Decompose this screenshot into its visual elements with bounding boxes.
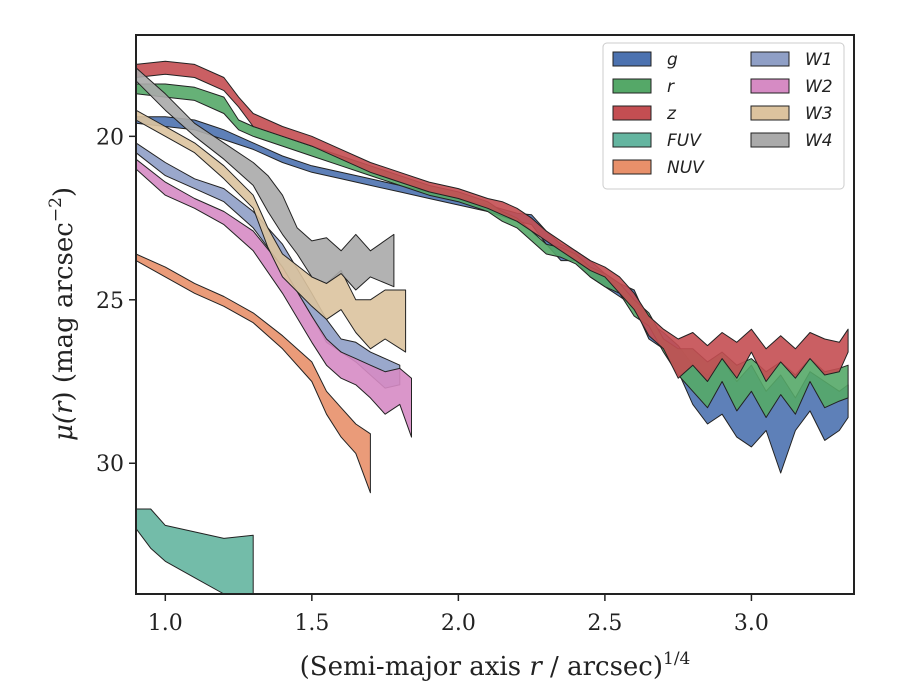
legend-label-z: z xyxy=(666,104,677,124)
legend-swatch-NUV xyxy=(612,159,652,175)
y-tick-label: 20 xyxy=(96,125,124,150)
legend-label-FUV: FUV xyxy=(667,131,702,151)
y-tick-label: 30 xyxy=(96,452,124,477)
x-tick-label: 3.0 xyxy=(734,611,769,636)
legend-label-W1: W1 xyxy=(805,50,833,70)
band-W3 xyxy=(135,109,407,353)
y-axis-label: μ(r) (mag arcsec−2) xyxy=(46,187,79,441)
legend-swatch-FUV xyxy=(612,132,652,148)
legend-swatch-W3 xyxy=(750,105,790,121)
legend-label-W2: W2 xyxy=(805,77,833,97)
x-tick-label: 2.5 xyxy=(587,611,622,636)
y-axis: 20 25 30 xyxy=(96,125,136,477)
band-layer xyxy=(135,60,849,595)
x-axis: 1.0 1.5 2.0 2.5 3.0 xyxy=(148,594,769,636)
legend-swatch-z xyxy=(612,105,652,121)
plot-frame xyxy=(135,34,855,595)
x-tick-label: 1.5 xyxy=(294,611,329,636)
band-NUV xyxy=(135,253,371,494)
legend: grz FUV NUV W1 W2 W3 W4 xyxy=(602,42,845,190)
band-z xyxy=(135,60,849,382)
y-tick-label: 25 xyxy=(96,289,124,314)
legend-swatch-W1 xyxy=(750,51,790,67)
legend-swatch-r xyxy=(612,78,652,94)
legend-swatch-W4 xyxy=(750,132,790,148)
legend-label-W4: W4 xyxy=(805,131,833,151)
band-FUV xyxy=(135,508,254,595)
x-axis-label: (Semi-major axis r / arcsec)1/4 xyxy=(300,649,691,682)
legend-label-NUV: NUV xyxy=(667,158,705,178)
legend-swatch-W2 xyxy=(750,78,790,94)
x-tick-label: 2.0 xyxy=(441,611,476,636)
band-W4 xyxy=(135,67,395,291)
x-tick-label: 1.0 xyxy=(148,611,183,636)
legend-label-r: r xyxy=(667,77,675,97)
legend-swatch-g xyxy=(612,51,652,67)
legend-label-g: g xyxy=(667,50,678,70)
legend-label-W3: W3 xyxy=(805,104,833,124)
